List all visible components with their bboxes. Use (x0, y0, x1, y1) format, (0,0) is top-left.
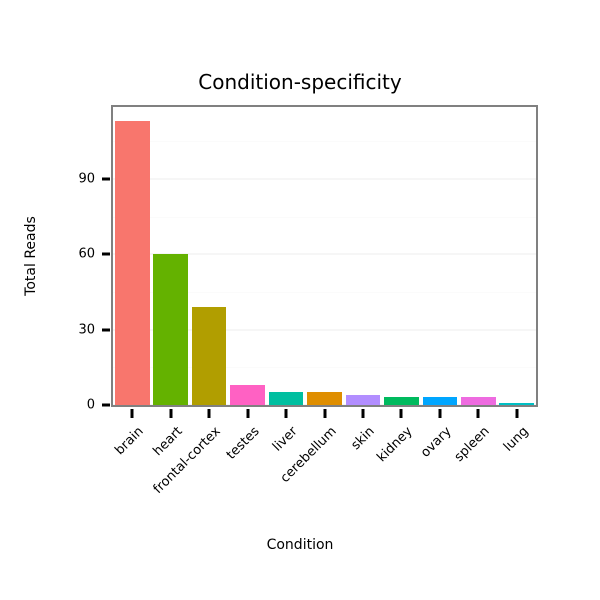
x-tick-mark (361, 409, 365, 418)
x-tick-label-testes: testes (223, 424, 263, 463)
gridline-minor (113, 216, 536, 218)
x-axis-title: Condition (266, 537, 334, 553)
y-tick-mark (102, 252, 110, 256)
y-tick-label: 60 (78, 246, 95, 262)
bar-series (113, 107, 536, 405)
x-tick-label-brain: brain (112, 424, 147, 459)
bar-cerebellum (307, 392, 342, 405)
gridline-minor (113, 367, 536, 369)
bar-liver (268, 392, 304, 405)
gridline-major (113, 328, 536, 331)
x-tick-mark (169, 409, 173, 418)
y-tick-mark (102, 403, 110, 407)
bar-kidney (384, 397, 419, 405)
y-tick-label: 90 (78, 171, 95, 187)
x-tick-label-heart: heart (150, 424, 186, 460)
x-tick-label-skin: skin (348, 424, 378, 454)
gridline-minor (113, 141, 536, 143)
x-tick-label-spleen: spleen (451, 424, 493, 465)
bar-skin (345, 394, 381, 405)
bar-ovary (422, 397, 458, 405)
gridline-major (113, 178, 536, 181)
y-axis-title: Total Reads (23, 216, 39, 296)
x-tick-mark (476, 409, 480, 418)
x-tick-mark (130, 409, 134, 418)
plot-panel (111, 105, 538, 407)
gridline-minor (113, 292, 536, 294)
bar-heart (153, 254, 188, 405)
x-tick-mark (399, 409, 403, 418)
y-tick-label: 0 (86, 397, 95, 413)
y-tick-mark (102, 177, 110, 181)
bar-frontal-cortex (191, 307, 227, 405)
x-tick-label-liver: liver (270, 424, 301, 455)
x-tick-label-kidney: kidney (374, 424, 417, 466)
bar-brain (114, 121, 150, 405)
x-tick-label-frontal-cortex: frontal-cortex (150, 424, 224, 497)
x-tick-mark (438, 409, 442, 418)
bar-lung (499, 402, 535, 405)
x-tick-mark (323, 409, 326, 418)
x-tick-label-ovary: ovary (417, 424, 455, 461)
x-tick-mark (207, 409, 211, 418)
x-tick-mark (246, 409, 250, 418)
y-tick-mark (102, 328, 110, 332)
gridline-major (113, 253, 536, 256)
x-tick-label-lung: lung (500, 424, 532, 455)
x-tick-mark (515, 409, 519, 418)
bar-testes (230, 384, 265, 405)
x-tick-mark (284, 409, 288, 418)
bar-spleen (461, 397, 496, 405)
chart-title: Condition-specificity (198, 70, 402, 94)
y-tick-label: 30 (78, 322, 95, 338)
panel-inner (113, 107, 536, 405)
